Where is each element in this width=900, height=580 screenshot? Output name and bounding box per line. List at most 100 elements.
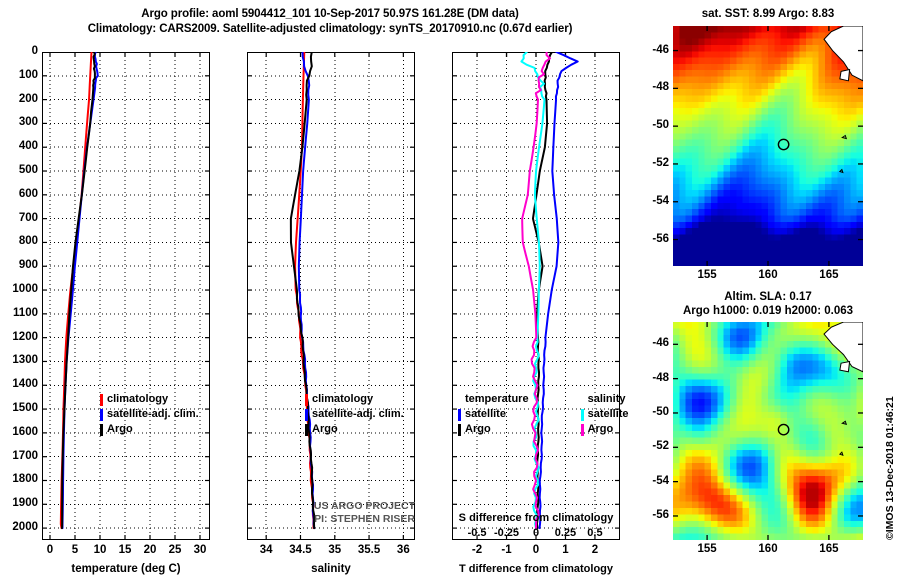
legend-color-swatch bbox=[458, 408, 461, 421]
sst-map-svg bbox=[673, 26, 863, 266]
depth-tick-label: 1100 bbox=[13, 306, 38, 319]
legend-label: satellite-adj. clim. bbox=[107, 408, 199, 420]
legend-item: climatology bbox=[100, 392, 199, 407]
depth-tick-label: 2000 bbox=[12, 521, 38, 534]
x-tick-label-top: 0.5 bbox=[587, 527, 603, 539]
legend-label: Argo bbox=[107, 423, 133, 435]
legend-color-swatch bbox=[458, 423, 461, 436]
x-tick-label: -2 bbox=[471, 544, 483, 556]
depth-tick-label: 1800 bbox=[12, 473, 38, 486]
depth-tick-label: 800 bbox=[18, 235, 38, 248]
legend-color-swatch bbox=[580, 408, 584, 421]
x-tick-label: 1 bbox=[562, 544, 569, 556]
legend-color-swatch bbox=[305, 393, 308, 406]
map-lon-tick-label: 155 bbox=[697, 269, 717, 281]
legend-label: Argo bbox=[465, 423, 491, 435]
salinity-axis-label: salinity bbox=[311, 563, 351, 575]
legend-item: Argo bbox=[458, 422, 529, 437]
legend-label: satellite bbox=[587, 408, 629, 420]
map-lon-tick-label: 165 bbox=[819, 543, 839, 555]
x-tick-label: -1 bbox=[501, 544, 512, 556]
legend-color-swatch bbox=[580, 423, 584, 436]
map-lat-tick-label: -48 bbox=[652, 371, 669, 384]
s-difference-axis-label: S difference from climatology bbox=[458, 512, 614, 524]
depth-tick-label: 700 bbox=[18, 211, 38, 224]
legend-group-title: temperature bbox=[465, 393, 529, 405]
x-tick-label: 35.5 bbox=[357, 544, 381, 556]
x-tick-label: 25 bbox=[168, 544, 182, 556]
x-tick-label: 2 bbox=[591, 544, 599, 556]
salinity-panel bbox=[247, 52, 415, 540]
pi-credit: PI: STEPHEN RISER bbox=[314, 513, 415, 525]
x-tick-label-top: 0.25 bbox=[554, 527, 577, 539]
map-lat-tick-label: -56 bbox=[652, 508, 669, 521]
depth-tick-label: 400 bbox=[18, 140, 38, 153]
depth-tick-label: 900 bbox=[18, 259, 38, 272]
legend-label: climatology bbox=[312, 393, 374, 405]
depth-tick-label: 100 bbox=[18, 68, 38, 81]
legend-label: satellite bbox=[465, 408, 506, 420]
map-lon-tick-label: 155 bbox=[697, 543, 717, 555]
legend-label: Argo bbox=[587, 423, 614, 435]
salinity-legend: climatology satellite-adj. clim. Argo bbox=[305, 392, 404, 437]
map-lon-tick-label: 165 bbox=[819, 269, 839, 281]
sla-map-svg bbox=[673, 322, 863, 540]
x-tick-label: 34 bbox=[259, 544, 273, 556]
map-lat-tick-label: -46 bbox=[652, 337, 669, 350]
depth-tick-label: 1700 bbox=[12, 449, 38, 462]
x-tick-label: 15 bbox=[118, 544, 132, 556]
salinity-plot-svg bbox=[247, 52, 415, 540]
depth-tick-label: 1400 bbox=[12, 378, 38, 391]
legend-item: Argo bbox=[580, 422, 629, 437]
x-tick-label: 5 bbox=[71, 544, 79, 556]
depth-tick-label: 200 bbox=[18, 92, 38, 105]
x-tick-label-top: -0.25 bbox=[493, 527, 520, 539]
legend-item: satellite bbox=[580, 407, 629, 422]
depth-tick-label: 1900 bbox=[12, 497, 38, 510]
depth-tick-label: 1500 bbox=[12, 402, 38, 415]
legend-color-swatch bbox=[305, 423, 308, 436]
depth-tick-label: 600 bbox=[18, 187, 38, 200]
map-lat-tick-label: -52 bbox=[652, 440, 669, 453]
legend-color-swatch bbox=[305, 408, 308, 421]
difference-plot-svg bbox=[452, 52, 620, 540]
x-tick-label: 20 bbox=[143, 544, 157, 556]
difference-legend-groups: temperature satellite Argo salinity satellit… bbox=[458, 392, 629, 437]
depth-tick-label: 1300 bbox=[12, 354, 38, 367]
sla-map-title-line2: Argo h1000: 0.019 h2000: 0.063 bbox=[682, 305, 854, 317]
map-lat-tick-label: -48 bbox=[652, 81, 669, 94]
temperature-legend: climatology satellite-adj. clim. Argo bbox=[100, 392, 199, 437]
legend-item: satellite bbox=[458, 407, 529, 422]
legend-item: satellite-adj. clim. bbox=[305, 407, 404, 422]
imos-credit: ©IMOS 13-Dec-2018 01:46:21 bbox=[884, 396, 896, 540]
legend-label: climatology bbox=[107, 393, 169, 405]
map-lat-tick-label: -46 bbox=[652, 43, 669, 56]
legend-item: Argo bbox=[100, 422, 199, 437]
depth-tick-label: 500 bbox=[18, 164, 38, 177]
map-lon-tick-label: 160 bbox=[758, 543, 778, 555]
legend-group: salinity satellite Argo bbox=[580, 392, 629, 437]
legend-group: temperature satellite Argo bbox=[458, 392, 529, 437]
legend-group-title: salinity bbox=[587, 393, 626, 405]
legend-item: Argo bbox=[305, 422, 404, 437]
x-tick-label-top: -0.5 bbox=[467, 527, 487, 539]
temperature-axis-label: temperature (deg C) bbox=[71, 563, 181, 575]
legend-color-swatch bbox=[100, 423, 103, 436]
page-title-line2: Climatology: CARS2009. Satellite-adjuste… bbox=[87, 23, 573, 35]
x-tick-label-top: 0 bbox=[532, 527, 540, 539]
legend-color-swatch bbox=[100, 393, 103, 406]
map-lat-tick-label: -52 bbox=[652, 156, 669, 169]
sst-map-title: sat. SST: 8.99 Argo: 8.83 bbox=[701, 8, 835, 20]
legend-color-swatch bbox=[100, 408, 103, 421]
depth-tick-label: 1600 bbox=[12, 425, 38, 438]
page-title-line1: Argo profile: aoml 5904412_101 10-Sep-20… bbox=[141, 8, 519, 20]
difference-legend: temperature satellite Argo salinity satellit… bbox=[458, 392, 629, 437]
depth-tick-label: 1000 bbox=[12, 283, 38, 296]
map-lat-tick-label: -56 bbox=[652, 232, 669, 245]
depth-tick-label: 1200 bbox=[12, 330, 38, 343]
depth-tick-label: 0 bbox=[31, 45, 38, 57]
legend-label: Argo bbox=[312, 423, 338, 435]
x-tick-label: 36 bbox=[396, 544, 410, 556]
x-tick-label: 30 bbox=[193, 544, 207, 556]
map-lat-tick-label: -50 bbox=[652, 405, 669, 418]
